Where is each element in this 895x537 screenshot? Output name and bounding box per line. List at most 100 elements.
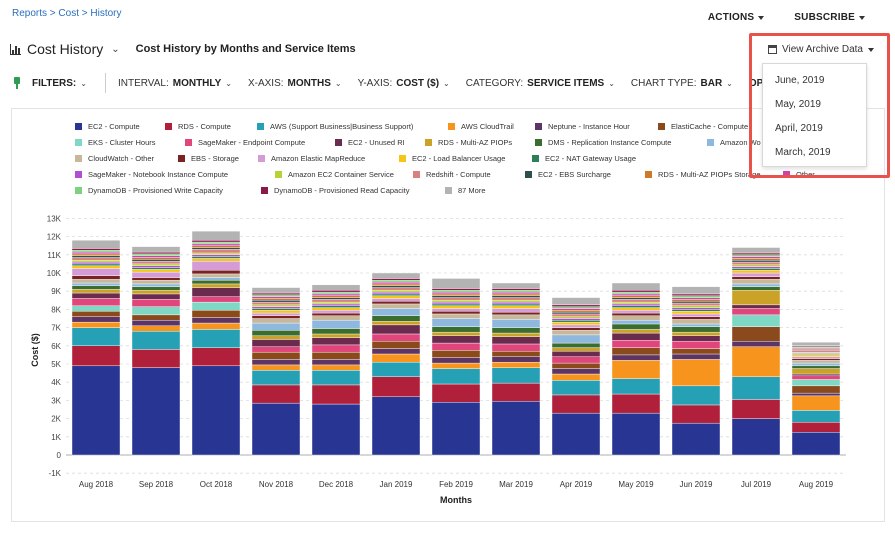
bar-segment — [791, 373, 841, 377]
bar-segment — [791, 392, 841, 397]
charttype-select[interactable]: CHART TYPE: BAR ⌄ — [631, 78, 733, 89]
bar-segment — [551, 412, 601, 456]
bar-segment — [611, 393, 661, 414]
bar-segment — [251, 310, 301, 314]
bar-segment — [311, 299, 361, 303]
bar-segment — [731, 268, 781, 271]
legend-item[interactable]: EKS - Cluster Hours — [75, 138, 156, 147]
legend-item[interactable]: RDS - Multi-AZ PIOPs Storage — [645, 170, 761, 179]
bar-segment — [731, 283, 781, 287]
y-tick-label: 1K — [51, 433, 61, 442]
legend-item[interactable]: EC2 - Unused RI — [335, 138, 405, 147]
yaxis-select[interactable]: Y-AXIS: COST ($) ⌄ — [358, 78, 450, 89]
legend-item[interactable]: Other — [783, 170, 815, 179]
view-archive-data-button[interactable]: View Archive Data — [768, 44, 874, 55]
bar-segment — [191, 241, 241, 245]
bar-segment — [131, 280, 181, 285]
bar-segment — [191, 310, 241, 318]
bar-segment — [551, 304, 601, 307]
bar-segment — [791, 356, 841, 359]
x-tick-label: Nov 2018 — [259, 480, 294, 489]
legend-item[interactable]: Amazon Elastic MapReduce — [258, 154, 365, 163]
view-archive-data-label: View Archive Data — [782, 44, 863, 55]
chevron-down-icon: ⌄ — [334, 78, 342, 88]
subscribe-menu[interactable]: SUBSCRIBE — [794, 12, 865, 23]
bar-segment — [611, 329, 661, 334]
bar-segment — [71, 289, 121, 294]
bar-segment — [71, 251, 121, 255]
y-tick-label: -1K — [49, 469, 62, 478]
bar-segment — [731, 304, 781, 309]
y-tick-label: 4K — [51, 378, 61, 387]
legend-item[interactable]: CloudWatch - Other — [75, 154, 154, 163]
legend-item[interactable]: Neptune - Instance Hour — [535, 122, 630, 131]
legend-label: RDS - Multi-AZ PIOPs Storage — [658, 170, 761, 179]
bar-segment — [191, 365, 241, 456]
category-select[interactable]: CATEGORY: SERVICE ITEMS ⌄ — [466, 78, 615, 89]
archive-item-june-2019[interactable]: June, 2019 — [775, 75, 825, 86]
legend-item[interactable]: Redshift - Compute — [413, 170, 491, 179]
filters-toggle[interactable]: FILTERS: ⌄ — [32, 78, 87, 89]
actions-menu[interactable]: ACTIONS — [708, 12, 765, 23]
legend-item[interactable]: 87 More — [445, 186, 486, 195]
bar-segment — [191, 243, 241, 246]
legend-item[interactable]: AWS CloudTrail — [448, 122, 514, 131]
legend-item[interactable]: RDS - Compute — [165, 122, 231, 131]
legend-item[interactable]: Amazon EC2 Container Service — [275, 170, 394, 179]
legend-swatch — [258, 155, 265, 162]
x-tick-label: Jun 2019 — [680, 480, 713, 489]
legend-item[interactable]: EC2 - Load Balancer Usage — [399, 154, 505, 163]
legend-item[interactable]: EC2 - NAT Gateway Usage — [532, 154, 636, 163]
interval-select[interactable]: INTERVAL: MONTHLY ⌄ — [118, 78, 232, 89]
breadcrumb-separator: > — [81, 8, 88, 19]
bar-segment — [131, 277, 181, 281]
bar-segment — [71, 260, 121, 263]
pin-icon[interactable] — [12, 77, 22, 89]
legend-swatch — [783, 171, 790, 178]
archive-item-april-2019[interactable]: April, 2019 — [775, 123, 823, 134]
xaxis-select[interactable]: X-AXIS: MONTHS ⌄ — [248, 78, 342, 89]
bar-segment — [551, 380, 601, 396]
x-axis-label: Months — [440, 495, 472, 505]
bar-segment — [71, 253, 121, 256]
legend-item[interactable]: EBS - Storage — [178, 154, 239, 163]
legend-item[interactable]: EC2 - EBS Surcharge — [525, 170, 611, 179]
xaxis-value: MONTHS — [287, 77, 331, 89]
bar-segment — [671, 293, 721, 296]
bar-segment — [671, 341, 721, 349]
bar-segment — [731, 279, 781, 285]
bar-segment — [731, 272, 781, 277]
legend-item[interactable]: DynamoDB - Provisioned Write Capacity — [75, 186, 223, 195]
legend-item[interactable]: RDS - Multi-AZ PIOPs — [425, 138, 512, 147]
breadcrumb-reports[interactable]: Reports — [12, 8, 48, 19]
bar-segment — [311, 297, 361, 300]
legend-item[interactable]: AWS (Support Business|Business Support) — [257, 122, 413, 131]
archive-item-march-2019[interactable]: March, 2019 — [775, 147, 831, 158]
legend-item[interactable]: SageMaker - Notebook Instance Compute — [75, 170, 228, 179]
x-tick-label: Apr 2019 — [560, 480, 593, 489]
legend-item[interactable]: ElastiCache - Compute — [658, 122, 748, 131]
bar-segment — [791, 368, 841, 375]
chart-panel — [11, 108, 885, 522]
bar-segment — [731, 266, 781, 269]
subscribe-label: SUBSCRIBE — [794, 12, 855, 23]
legend-item[interactable]: Amazon Wo — [707, 138, 761, 147]
report-switcher-chevron-icon[interactable]: ⌄ — [111, 43, 120, 55]
bar-segment — [191, 280, 241, 285]
bar-segment — [371, 348, 421, 355]
legend-item[interactable]: DynamoDB - Provisioned Read Capacity — [261, 186, 409, 195]
bar-segment — [191, 296, 241, 303]
legend-item[interactable]: SageMaker - Endpoint Compute — [185, 138, 305, 147]
legend-item[interactable]: EC2 - Compute — [75, 122, 140, 131]
breadcrumb-separator: > — [49, 8, 56, 19]
bar-segment — [251, 294, 301, 297]
legend-label: Amazon Elastic MapReduce — [271, 154, 366, 163]
bar-segment — [311, 364, 361, 371]
legend-label: DMS - Replication Instance Compute — [548, 138, 672, 147]
legend-item[interactable]: DMS - Replication Instance Compute — [535, 138, 671, 147]
bar-segment — [791, 432, 841, 456]
bar-segment — [311, 315, 361, 321]
breadcrumb-cost[interactable]: Cost — [58, 8, 79, 19]
archive-item-may-2019[interactable]: May, 2019 — [775, 99, 821, 110]
bar-segment — [71, 321, 121, 328]
